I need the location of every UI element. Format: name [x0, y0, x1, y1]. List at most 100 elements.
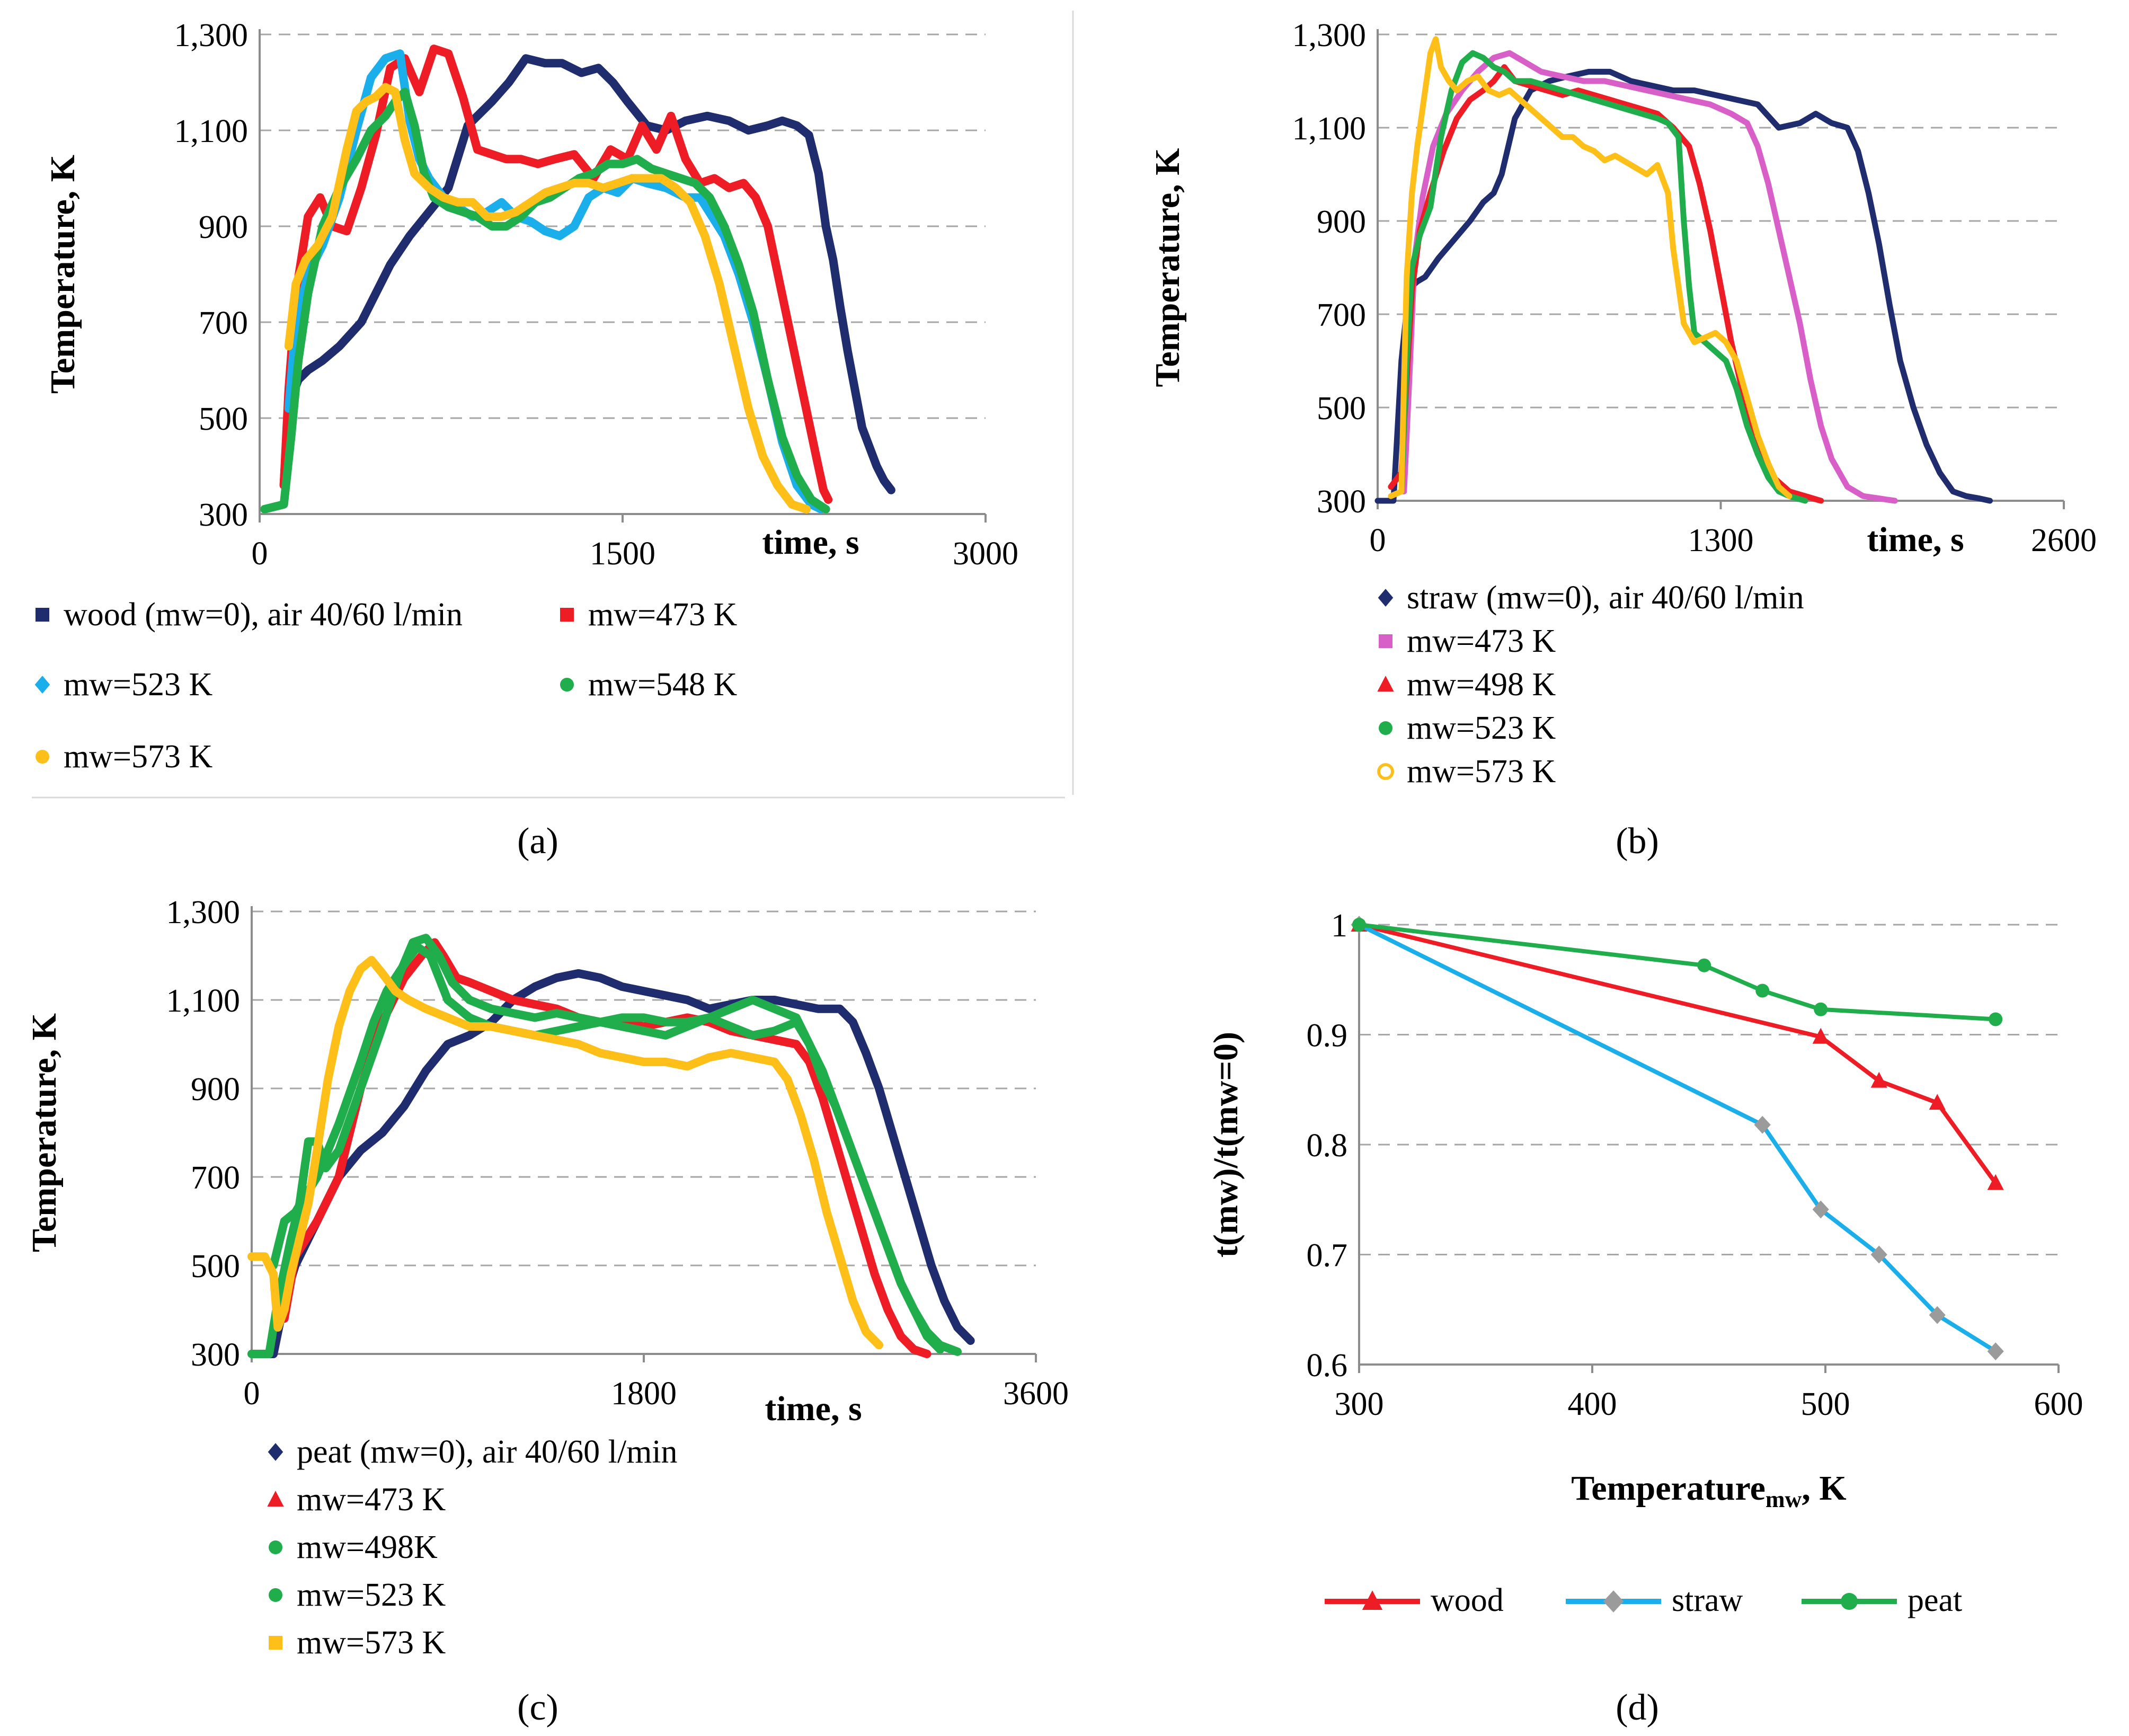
data-point	[1814, 1002, 1828, 1016]
series-line	[279, 45, 833, 504]
series-line	[284, 83, 811, 513]
series-line	[1374, 68, 1993, 504]
series-mw-548-k	[260, 87, 830, 513]
legend-label: wood	[1431, 1582, 1504, 1618]
legend-label: peat	[1908, 1582, 1962, 1618]
series-line	[1401, 50, 1898, 504]
data-point	[1870, 1071, 1887, 1088]
legend-label: peat (mw=0), air 40/60 l/min	[297, 1434, 678, 1470]
legend-marker	[269, 1636, 282, 1650]
legend-item: mw=498 K	[1377, 667, 1556, 703]
y-axis-title: t(mw)/t(mw=0)	[1207, 1032, 1245, 1257]
y-axis-title: Temperature, K	[1148, 148, 1187, 387]
series-line	[269, 942, 962, 1356]
legend-item: mw=523 K	[34, 667, 212, 703]
legend-marker	[560, 608, 574, 622]
legend-label: mw=498K	[297, 1529, 438, 1565]
legend-item: mw=473 K	[560, 597, 737, 633]
legend-marker	[36, 750, 49, 764]
x-tick-label: 400	[1568, 1386, 1617, 1422]
y-tick-label: 700	[191, 1160, 240, 1196]
legend-label: mw=473 K	[588, 597, 737, 633]
panel-c-peat-temperature-chart: 0 1800 3600 300 500 700 900 1,100 1,300 Temperatu…	[25, 894, 1069, 1661]
panel-label-c: (c)	[517, 1687, 558, 1728]
x-tick-label: 300	[1335, 1386, 1384, 1422]
x-tick-label: 0	[1370, 522, 1386, 559]
series-mw-473-k	[1401, 50, 1898, 504]
x-tick-label: 1500	[590, 536, 655, 572]
legend-item: straw	[1566, 1582, 1743, 1618]
y-tick-label: 1,300	[174, 17, 249, 54]
y-tick-label: 900	[1317, 204, 1366, 240]
legend-label: mw=573 K	[297, 1625, 446, 1661]
series-wood-mw-0-air-40-60-l-min	[279, 54, 895, 494]
y-tick-label: 0.9	[1307, 1018, 1348, 1054]
legend-label: mw=573 K	[64, 739, 212, 775]
legend-marker	[1378, 589, 1394, 607]
x-tick-label: 0	[244, 1376, 260, 1412]
x-axis-title: Temperaturemw, K	[1571, 1469, 1846, 1512]
legend-marker	[36, 608, 49, 622]
legend-item: mw=573 K	[269, 1625, 446, 1661]
y-tick-label: 300	[199, 497, 248, 533]
series-mw-523-k	[1398, 50, 1808, 504]
legend-marker	[1603, 1590, 1624, 1613]
y-tick-label: 300	[191, 1337, 240, 1373]
y-tick-label: 1	[1331, 908, 1347, 944]
legend-item: peat	[1802, 1582, 1962, 1618]
x-tick-label: 1800	[611, 1376, 677, 1412]
legend-label: mw=473 K	[1407, 623, 1556, 659]
data-point	[1697, 958, 1711, 972]
legend-marker	[269, 1588, 282, 1602]
y-tick-label: 300	[1317, 484, 1366, 520]
series-line	[247, 969, 975, 1358]
panel-label-b: (b)	[1616, 821, 1659, 862]
x-axis-title: time, s	[1867, 520, 1964, 559]
series-line	[247, 955, 883, 1350]
x-tick-label: 2600	[2031, 522, 2097, 559]
legend-marker	[1841, 1593, 1858, 1610]
x-axis-title: time, s	[762, 523, 859, 562]
legend-item: wood (mw=0), air 40/60 l/min	[36, 597, 463, 633]
series-line	[279, 54, 895, 494]
data-point	[1989, 1012, 2003, 1026]
legend-marker	[34, 676, 50, 694]
data-point	[1352, 918, 1366, 932]
legend-item: wood	[1325, 1582, 1504, 1618]
x-tick-label: 0	[252, 536, 268, 572]
legend-marker	[560, 678, 574, 692]
legend-item: mw=523 K	[269, 1577, 446, 1613]
x-tick-label: 500	[1801, 1386, 1850, 1422]
legend-marker	[1377, 763, 1394, 780]
x-axis-title: time, s	[765, 1389, 862, 1428]
series-line	[1398, 50, 1808, 504]
legend-label: straw (mw=0), air 40/60 l/min	[1407, 580, 1804, 616]
y-tick-label: 700	[199, 305, 248, 341]
panel-b-straw-temperature-chart: 0 1300 2600 300 500 700 900 1,100 1,300 Temperatu…	[1148, 17, 2097, 790]
x-tick-label: 600	[2034, 1386, 2083, 1422]
legend-item: mw=573 K	[1377, 754, 1556, 790]
series-line	[1388, 36, 1793, 499]
legend-label: mw=573 K	[1407, 754, 1556, 790]
series-wood	[1351, 916, 2004, 1190]
series-line	[1357, 923, 1998, 1354]
x-tick-label: 3600	[1003, 1376, 1069, 1412]
x-tick-label: 3000	[953, 536, 1018, 572]
series-peat-mw-0-air-40-60-l-min	[247, 969, 975, 1358]
legend-label: mw=498 K	[1407, 667, 1556, 703]
y-tick-label: 0.6	[1307, 1348, 1348, 1384]
data-point	[1929, 1094, 1946, 1110]
legend-item: mw=498K	[269, 1529, 438, 1565]
series-mw-473-k	[279, 45, 833, 504]
legend-item: mw=473 K	[267, 1482, 446, 1518]
panel-label-d: (d)	[1616, 1687, 1659, 1728]
y-tick-label: 1,100	[174, 113, 249, 149]
series-straw-mw-0-air-40-60-l-min	[1374, 68, 1993, 504]
legend-label: straw	[1672, 1582, 1743, 1618]
series-mw-573-k	[284, 83, 811, 513]
y-tick-label: 500	[191, 1248, 240, 1285]
legend-item: mw=548 K	[560, 667, 737, 703]
y-tick-label: 1,300	[166, 894, 241, 931]
series-mw-573-k	[247, 955, 883, 1350]
